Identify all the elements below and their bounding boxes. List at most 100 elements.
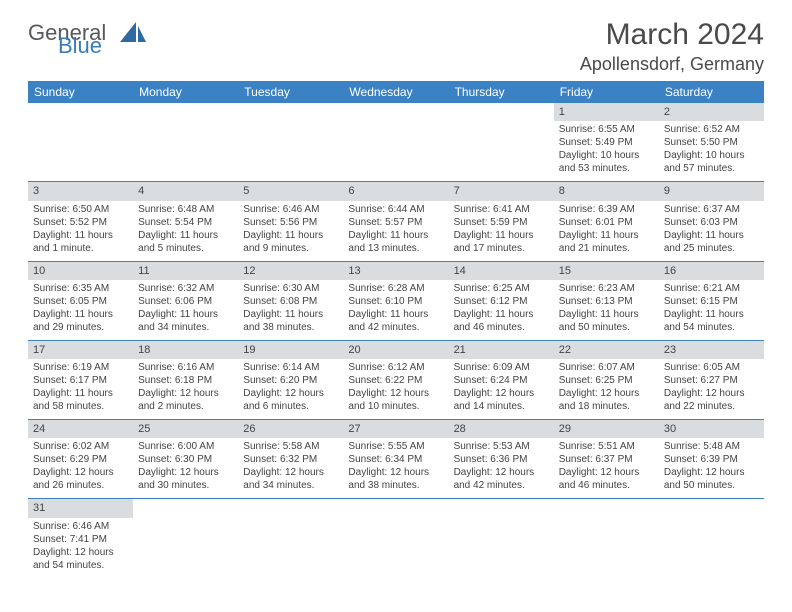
sunrise: Sunrise: 6:02 AM (33, 440, 128, 453)
calendar-day: 26Sunrise: 5:58 AMSunset: 6:32 PMDayligh… (238, 420, 343, 499)
day-info: Sunrise: 6:48 AMSunset: 5:54 PMDaylight:… (138, 203, 233, 255)
sunset: Sunset: 5:56 PM (243, 216, 338, 229)
daylight: Daylight: 11 hours and 29 minutes. (33, 308, 128, 334)
sunrise: Sunrise: 6:55 AM (559, 123, 654, 136)
daylight: Daylight: 12 hours and 18 minutes. (559, 387, 654, 413)
day-number: 5 (238, 182, 343, 200)
logo: General Blue (28, 24, 76, 55)
sunrise: Sunrise: 5:55 AM (348, 440, 443, 453)
calendar-day: 30Sunrise: 5:48 AMSunset: 6:39 PMDayligh… (659, 420, 764, 499)
calendar-day: 24Sunrise: 6:02 AMSunset: 6:29 PMDayligh… (28, 420, 133, 499)
day-info: Sunrise: 6:02 AMSunset: 6:29 PMDaylight:… (33, 440, 128, 492)
day-info: Sunrise: 6:46 AMSunset: 7:41 PMDaylight:… (33, 520, 128, 572)
daylight: Daylight: 12 hours and 22 minutes. (664, 387, 759, 413)
calendar-week: 1Sunrise: 6:55 AMSunset: 5:49 PMDaylight… (28, 103, 764, 182)
calendar-day (343, 103, 448, 182)
title-block: March 2024 Apollensdorf, Germany (580, 18, 764, 75)
day-info: Sunrise: 5:48 AMSunset: 6:39 PMDaylight:… (664, 440, 759, 492)
calendar-day: 1Sunrise: 6:55 AMSunset: 5:49 PMDaylight… (554, 103, 659, 182)
day-number: 10 (28, 262, 133, 280)
calendar-day: 15 Sunrise: 6:23 AMSunset: 6:13 PMDayligh… (554, 261, 659, 340)
day-info: Sunrise: 5:55 AMSunset: 6:34 PMDaylight:… (348, 440, 443, 492)
day-info: Sunrise: 5:53 AMSunset: 6:36 PMDaylight:… (454, 440, 549, 492)
day-info: Sunrise: 6:00 AMSunset: 6:30 PMDaylight:… (138, 440, 233, 492)
day-number: 8 (554, 182, 659, 200)
day-number: 31 (28, 499, 133, 517)
sunset: Sunset: 7:41 PM (33, 533, 128, 546)
sunrise: Sunrise: 6:25 AM (454, 282, 549, 295)
daylight: Daylight: 11 hours and 17 minutes. (454, 229, 549, 255)
day-info: Sunrise: 6:21 AMSunset: 6:15 PMDaylight:… (664, 282, 759, 334)
daylight: Daylight: 11 hours and 58 minutes. (33, 387, 128, 413)
day-info: Sunrise: 6:23 AMSunset: 6:13 PMDaylight:… (559, 282, 654, 334)
day-info: Sunrise: 6:39 AMSunset: 6:01 PMDaylight:… (559, 203, 654, 255)
day-info: Sunrise: 6:37 AMSunset: 6:03 PMDaylight:… (664, 203, 759, 255)
sunset: Sunset: 5:57 PM (348, 216, 443, 229)
sunset: Sunset: 6:18 PM (138, 374, 233, 387)
calendar-day: 25 Sunrise: 6:00 AMSunset: 6:30 PMDayligh… (133, 420, 238, 499)
sunset: Sunset: 6:06 PM (138, 295, 233, 308)
sunrise: Sunrise: 6:00 AM (138, 440, 233, 453)
daylight: Daylight: 11 hours and 13 minutes. (348, 229, 443, 255)
sunset: Sunset: 6:05 PM (33, 295, 128, 308)
day-info: Sunrise: 6:25 AMSunset: 6:12 PMDaylight:… (454, 282, 549, 334)
day-number: 15 (554, 262, 659, 280)
sunset: Sunset: 6:24 PM (454, 374, 549, 387)
sunset: Sunset: 5:59 PM (454, 216, 549, 229)
sunset: Sunset: 6:39 PM (664, 453, 759, 466)
daylight: Daylight: 11 hours and 34 minutes. (138, 308, 233, 334)
day-number: 7 (449, 182, 554, 200)
sunset: Sunset: 6:01 PM (559, 216, 654, 229)
daylight: Daylight: 11 hours and 54 minutes. (664, 308, 759, 334)
calendar-day: 31 Sunrise: 6:46 AMSunset: 7:41 PMDayligh… (28, 499, 133, 578)
day-number: 23 (659, 341, 764, 359)
daylight: Daylight: 11 hours and 38 minutes. (243, 308, 338, 334)
daylight: Daylight: 12 hours and 54 minutes. (33, 546, 128, 572)
calendar-day: 9 Sunrise: 6:37 AMSunset: 6:03 PMDaylight… (659, 182, 764, 261)
day-info: Sunrise: 6:52 AMSunset: 5:50 PMDaylight:… (664, 123, 759, 175)
sunrise: Sunrise: 6:30 AM (243, 282, 338, 295)
calendar-day: 11Sunrise: 6:32 AMSunset: 6:06 PMDayligh… (133, 261, 238, 340)
calendar-day: 19Sunrise: 6:14 AMSunset: 6:20 PMDayligh… (238, 340, 343, 419)
day-header: Friday (554, 81, 659, 103)
day-number: 21 (449, 341, 554, 359)
day-info: Sunrise: 6:46 AMSunset: 5:56 PMDaylight:… (243, 203, 338, 255)
calendar-day (133, 499, 238, 578)
day-number: 17 (28, 341, 133, 359)
sunrise: Sunrise: 6:48 AM (138, 203, 233, 216)
sunset: Sunset: 6:08 PM (243, 295, 338, 308)
sunset: Sunset: 6:32 PM (243, 453, 338, 466)
sunrise: Sunrise: 6:07 AM (559, 361, 654, 374)
calendar-day (28, 103, 133, 182)
daylight: Daylight: 11 hours and 1 minute. (33, 229, 128, 255)
daylight: Daylight: 10 hours and 53 minutes. (559, 149, 654, 175)
day-number: 25 (133, 420, 238, 438)
daylight: Daylight: 11 hours and 42 minutes. (348, 308, 443, 334)
daylight: Daylight: 12 hours and 50 minutes. (664, 466, 759, 492)
calendar-day: 17Sunrise: 6:19 AMSunset: 6:17 PMDayligh… (28, 340, 133, 419)
day-number: 13 (343, 262, 448, 280)
day-number: 28 (449, 420, 554, 438)
day-header: Tuesday (238, 81, 343, 103)
day-number: 9 (659, 182, 764, 200)
calendar-week: 31 Sunrise: 6:46 AMSunset: 7:41 PMDayligh… (28, 499, 764, 578)
day-number: 2 (659, 103, 764, 121)
day-number: 18 (133, 341, 238, 359)
sunrise: Sunrise: 6:44 AM (348, 203, 443, 216)
calendar-day (449, 103, 554, 182)
calendar-week: 17Sunrise: 6:19 AMSunset: 6:17 PMDayligh… (28, 340, 764, 419)
sunrise: Sunrise: 6:46 AM (33, 520, 128, 533)
sunset: Sunset: 6:30 PM (138, 453, 233, 466)
day-header: Wednesday (343, 81, 448, 103)
sunrise: Sunrise: 6:35 AM (33, 282, 128, 295)
daylight: Daylight: 11 hours and 21 minutes. (559, 229, 654, 255)
calendar-day: 12Sunrise: 6:30 AMSunset: 6:08 PMDayligh… (238, 261, 343, 340)
calendar-day (133, 103, 238, 182)
day-info: Sunrise: 6:14 AMSunset: 6:20 PMDaylight:… (243, 361, 338, 413)
sunrise: Sunrise: 6:52 AM (664, 123, 759, 136)
daylight: Daylight: 12 hours and 42 minutes. (454, 466, 549, 492)
sunset: Sunset: 6:15 PM (664, 295, 759, 308)
day-number: 3 (28, 182, 133, 200)
daylight: Daylight: 11 hours and 50 minutes. (559, 308, 654, 334)
sunrise: Sunrise: 6:41 AM (454, 203, 549, 216)
